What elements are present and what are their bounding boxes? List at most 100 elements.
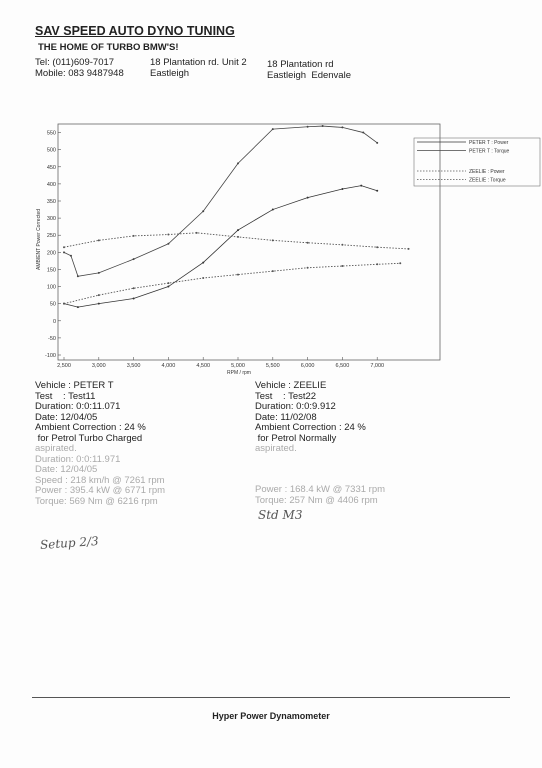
series-line: [63, 262, 401, 305]
info-line: Power : 395.4 kW @ 6771 rpm: [35, 485, 166, 496]
point: [69, 254, 72, 257]
point: [237, 162, 239, 165]
info-line: Duration: 0:0:11.071: [35, 401, 121, 412]
y-tick-label: 150: [47, 267, 56, 273]
point: [271, 128, 274, 131]
info-line: for Petrol Normally: [255, 432, 337, 444]
point: [271, 270, 274, 273]
series-line: [63, 185, 378, 308]
point: [132, 234, 135, 237]
point: [132, 287, 135, 290]
info-line: Torque: 257 Nm @ 4406 rpm: [255, 494, 378, 506]
point: [362, 131, 365, 134]
point: [341, 265, 344, 268]
info-line: Duration: 0:0:9.912: [255, 401, 336, 412]
point: [97, 294, 100, 297]
plot-frame: [57, 123, 441, 361]
info-line: aspirated.: [35, 443, 77, 454]
y-axis-label: AMBIENT Power Corrected: [36, 209, 42, 270]
y-tick-label: 500: [47, 148, 56, 154]
point: [202, 277, 205, 279]
point: [76, 275, 79, 278]
x-axis-label: RPM / rpm: [227, 370, 251, 376]
x-tick-label: 4,500: [196, 363, 210, 369]
info-line: Power : 168.4 kW @ 7331 rpm: [255, 484, 386, 495]
x-tick-label: 3,000: [92, 363, 106, 369]
info-line: Test : Test22: [255, 390, 317, 402]
point: [237, 229, 239, 232]
footer-rule: [32, 697, 510, 698]
point: [399, 262, 402, 265]
legend-label: PETER T : Power: [469, 140, 509, 146]
series-line: [63, 125, 378, 277]
info-line: Speed : 218 km/h @ 7261 rpm: [35, 474, 165, 486]
x-tick-label: 6,500: [336, 363, 350, 369]
point: [132, 297, 135, 300]
point: [97, 239, 100, 242]
y-tick-label: 400: [47, 182, 56, 188]
info-line: Date: 11/02/08: [255, 411, 317, 423]
info-line: Date: 12/04/05: [35, 411, 98, 423]
point: [360, 184, 363, 187]
y-tick-label: 550: [47, 131, 56, 137]
info-line: Ambient Correction : 24 %: [35, 422, 146, 433]
legend-label: ZEELIE : Power: [469, 169, 505, 175]
x-tick-label: 4,000: [162, 363, 176, 369]
address: 18 Plantation rd: [267, 59, 334, 70]
x-tick-label: 3,500: [127, 363, 141, 369]
point: [306, 125, 309, 128]
point: [306, 241, 309, 244]
y-tick-label: -50: [48, 336, 56, 342]
point: [341, 126, 344, 129]
x-tick-label: 2,500: [57, 363, 71, 369]
point: [321, 125, 324, 128]
point: [97, 302, 100, 305]
info-line: Vehicle : PETER T: [35, 380, 114, 391]
footer: Hyper Power Dynamometer: [212, 711, 330, 721]
point: [76, 306, 79, 309]
y-tick-label: 100: [47, 285, 56, 291]
point: [167, 233, 170, 236]
x-tick-label: 5,500: [266, 363, 280, 369]
point: [271, 208, 274, 211]
point: [63, 251, 65, 254]
y-tick-label: 300: [47, 216, 56, 222]
point: [306, 196, 309, 199]
address: 18 Plantation rd. Unit 2: [150, 57, 247, 68]
point: [376, 189, 379, 192]
address: Eastleigh Edenvale: [267, 70, 351, 81]
info-line: Torque: 569 Nm @ 6216 rpm: [35, 495, 158, 507]
point: [306, 266, 309, 269]
point: [167, 282, 170, 285]
point: [407, 247, 410, 250]
y-tick-label: 450: [47, 165, 56, 171]
info-line: Ambient Correction : 24 %: [255, 422, 366, 433]
tel: Tel: (011)609-7017: [35, 57, 115, 68]
address: Eastleigh: [150, 68, 190, 79]
point: [341, 188, 344, 191]
info-line: Test : Test11: [35, 390, 96, 402]
point: [132, 258, 135, 261]
info-line: aspirated.: [255, 443, 297, 454]
series-line: [63, 232, 409, 250]
title: SAV SPEED AUTO DYNO TUNING: [35, 24, 235, 38]
y-tick-label: 0: [53, 319, 56, 325]
point: [202, 210, 205, 213]
x-tick-label: 6,000: [301, 363, 315, 369]
info-line: for Petrol Turbo Charged: [35, 432, 143, 444]
point: [63, 246, 65, 249]
y-tick-label: 200: [47, 250, 56, 256]
subtitle: THE HOME OF TURBO BMW'S!: [38, 42, 179, 53]
point: [97, 271, 100, 274]
x-tick-label: 7,000: [370, 363, 384, 369]
legend-label: ZEELIE : Torque: [469, 177, 506, 183]
point: [167, 242, 170, 245]
point: [376, 246, 379, 249]
point: [341, 243, 344, 246]
y-tick-label: 250: [47, 233, 56, 239]
point: [202, 261, 205, 264]
point: [63, 302, 65, 305]
y-tick-label: -100: [45, 353, 56, 359]
info-line: Duration: 0:0:11.971: [35, 453, 121, 465]
